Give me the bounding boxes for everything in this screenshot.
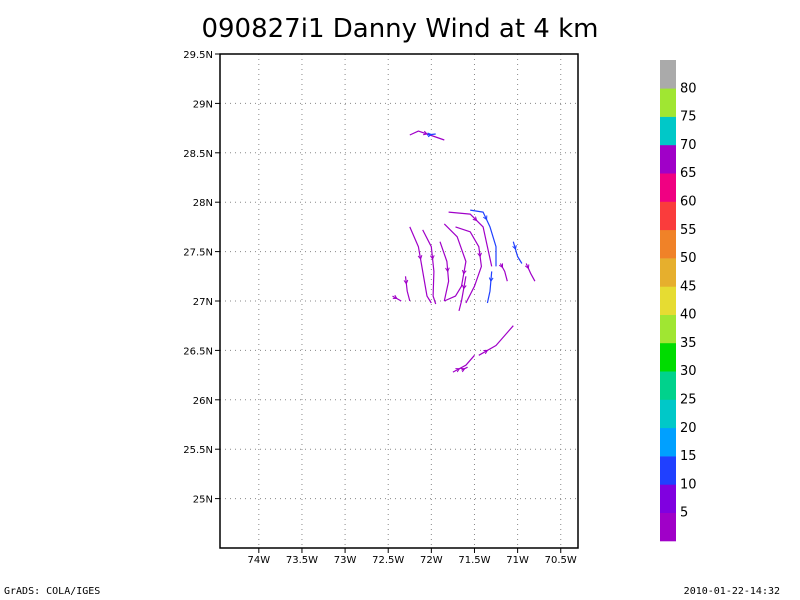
streamline-arrow-4	[417, 255, 423, 261]
colorbar-segment	[660, 144, 676, 174]
streamline-11	[486, 271, 493, 304]
colorbar-segment	[660, 116, 676, 146]
streamline-arrow-16	[455, 368, 461, 373]
colorbar-label: 40	[680, 308, 697, 323]
colorbar-label: 5	[680, 506, 688, 521]
x-axis-ticks: 74W 73.5W 73W 72.5W 72W 71.5W 71W 70.5W	[248, 548, 577, 566]
colorbar-segment	[660, 286, 676, 315]
streamline-5	[422, 229, 437, 305]
colorbar-label: 15	[680, 449, 697, 464]
y-tick-label: 25.5N	[183, 445, 213, 456]
footer-credit: GrADS: COLA/IGES	[4, 586, 101, 597]
streamline-arrow-12	[461, 284, 467, 290]
colorbar-segment	[660, 399, 676, 429]
streamline-3	[404, 276, 411, 302]
y-tick-label: 26N	[193, 396, 213, 407]
colorbar-label: 25	[680, 393, 697, 408]
colorbar-segment	[660, 512, 676, 542]
colorbar-segment	[660, 371, 676, 400]
streamline-arrow-15	[498, 263, 503, 269]
streamline-0	[409, 130, 445, 141]
wind-streamlines	[392, 130, 536, 373]
colorbar-segment	[660, 342, 676, 372]
y-tick-label: 29.5N	[183, 50, 213, 61]
colorbar-segment	[660, 229, 676, 259]
chart-title-text: 090827i1 Danny Wind at 4 km	[201, 14, 599, 44]
colorbar-label: 50	[680, 251, 697, 266]
streamline-arrow-2	[392, 294, 398, 300]
colorbar-label: 20	[680, 421, 697, 436]
colorbar-label: 65	[680, 166, 697, 181]
colorbar-label: 70	[680, 138, 697, 153]
streamline-17	[478, 325, 514, 356]
x-tick-label: 74W	[248, 555, 271, 566]
streamline-arrow-13	[512, 245, 517, 251]
colorbar-label: 30	[680, 364, 697, 379]
streamline-arrow-10	[483, 215, 488, 221]
y-axis-ticks: 25N 25.5N 26N 26.5N 27N 27.5N 28N 28.5N 29N 29.5N	[183, 50, 220, 506]
colorbar-label: 10	[680, 477, 697, 492]
chart-title: 090827i1 Danny Wind at 4 km	[0, 14, 800, 44]
streamline-14	[525, 263, 536, 282]
streamline-arrow-3	[403, 279, 409, 285]
streamline-arrow-7	[461, 269, 467, 275]
x-tick-label: 72W	[420, 555, 443, 566]
streamline-arrow-11	[488, 277, 494, 283]
streamline-13	[512, 241, 523, 264]
x-tick-label: 71W	[506, 555, 529, 566]
streamline-8	[455, 226, 482, 304]
y-tick-label: 26.5N	[183, 346, 213, 357]
x-tick-label: 73W	[334, 555, 357, 566]
plot-frame	[219, 53, 579, 549]
streamline-4	[409, 226, 432, 304]
streamline-16	[452, 354, 475, 373]
colorbar-segment	[660, 201, 676, 231]
footer-timestamp: 2010-01-22-14:32	[683, 586, 780, 597]
colorbar-segment	[660, 484, 676, 513]
grid-lines	[220, 53, 578, 548]
colorbar-segment	[660, 314, 676, 344]
colorbar-label: 80	[680, 81, 697, 96]
colorbar-segment	[660, 173, 676, 202]
colorbar-segment	[660, 258, 676, 287]
streamline-arrow-6	[445, 267, 450, 273]
streamline-12	[458, 276, 467, 312]
colorbar-segment	[660, 60, 676, 89]
streamline-arrow-5	[429, 255, 435, 261]
colorbar-label: 60	[680, 195, 697, 210]
streamline-arrow-0	[423, 130, 428, 136]
streamline-arrow-1	[427, 132, 433, 138]
colorbar: 5 10 15 20 25 30 35 40 45 50 55 60 65 70 75 80	[660, 60, 697, 542]
y-tick-label: 27N	[193, 297, 213, 308]
streamline-arrow-9	[472, 216, 478, 222]
x-tick-label: 73.5W	[286, 555, 318, 566]
colorbar-label: 55	[680, 223, 697, 238]
x-tick-label: 71.5W	[458, 555, 490, 566]
streamline-arrow-8	[477, 252, 482, 258]
streamline-10	[470, 209, 497, 267]
streamline-arrow-18	[460, 368, 466, 373]
y-tick-label: 29N	[193, 99, 213, 110]
x-tick-label: 72.5W	[372, 555, 404, 566]
streamline-9	[448, 211, 493, 267]
colorbar-label: 35	[680, 336, 697, 351]
y-tick-label: 28N	[193, 198, 213, 209]
streamline-arrow-14	[524, 264, 530, 270]
y-tick-label: 28.5N	[183, 149, 213, 160]
colorbar-label: 45	[680, 279, 697, 294]
colorbar-label: 75	[680, 110, 697, 125]
streamline-15	[499, 263, 508, 282]
y-tick-label: 25N	[193, 495, 213, 506]
x-tick-label: 70.5W	[545, 555, 577, 566]
streamline-arrow-17	[483, 349, 489, 355]
colorbar-segment	[660, 456, 676, 485]
colorbar-segment	[660, 88, 676, 117]
y-tick-label: 27.5N	[183, 248, 213, 259]
colorbar-segment	[660, 427, 676, 457]
